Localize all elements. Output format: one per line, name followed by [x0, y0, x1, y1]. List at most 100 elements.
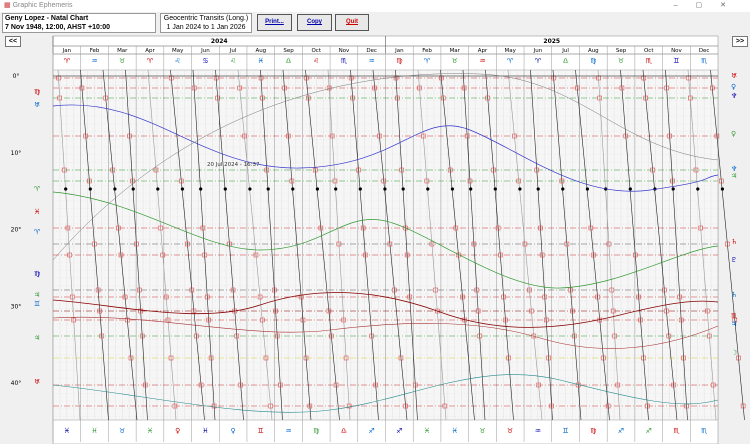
chart-info: Geny Lopez - Natal Chart 7 Nov 1948, 12:…	[2, 13, 156, 33]
degree-label: 40°	[11, 380, 22, 387]
transit-line	[530, 69, 553, 421]
top-glyph: ♎	[285, 57, 291, 65]
aspect-marker	[83, 133, 89, 139]
aspect-marker	[341, 317, 346, 323]
month-label: Sep	[283, 48, 294, 54]
aspect-marker	[343, 355, 349, 361]
transit-line	[462, 69, 486, 421]
aspect-marker	[318, 225, 324, 231]
back-button[interactable]: <<	[5, 36, 21, 47]
bottom-glyph: ♍	[590, 427, 597, 435]
left-glyph: ♊	[34, 300, 40, 308]
forward-button[interactable]: >>	[732, 36, 748, 47]
aspect-marker	[732, 317, 738, 323]
print-button[interactable]: Print...	[257, 14, 292, 31]
month-label: Jan	[62, 48, 72, 54]
transit-line	[665, 69, 688, 421]
aspect-marker	[329, 333, 334, 339]
window-controls[interactable]: –▢✕	[673, 2, 744, 9]
planet-curve	[52, 374, 719, 413]
right-glyph: ♃	[731, 172, 737, 180]
year-label: 2025	[543, 38, 560, 45]
aspect-marker	[381, 178, 387, 184]
bottom-glyph: ♀	[175, 427, 180, 435]
aspect-marker	[527, 287, 532, 293]
bottom-glyph: ♏	[673, 427, 680, 435]
window-title: Graphic Ephemeris	[12, 2, 73, 9]
right-glyph: ♆	[731, 165, 737, 173]
left-glyph: ♍	[34, 270, 41, 278]
transit-line	[372, 69, 408, 421]
aspect-marker	[230, 287, 236, 293]
station-dot	[266, 187, 270, 191]
bottom-glyph: ♍	[313, 427, 320, 435]
aspect-marker	[609, 287, 615, 293]
aspect-marker	[501, 294, 506, 300]
transit-line	[575, 69, 610, 421]
right-glyph: ♅	[731, 72, 737, 80]
transit-line	[395, 69, 418, 421]
aspect-marker	[329, 133, 335, 139]
aspect-marker	[670, 178, 675, 184]
aspect-marker	[664, 85, 669, 91]
transit-line	[507, 69, 543, 421]
aspect-marker	[194, 333, 199, 339]
top-glyph: ♉	[452, 57, 458, 65]
aspect-marker	[543, 317, 549, 323]
aspect-marker	[79, 85, 85, 91]
aspect-marker	[546, 355, 551, 361]
right-glyph: ♃	[731, 320, 737, 328]
aspect-marker	[260, 317, 265, 323]
transit-line	[170, 69, 205, 421]
aspect-marker	[92, 241, 97, 247]
aspect-marker	[165, 317, 171, 323]
aspect-marker	[373, 382, 378, 388]
aspect-marker	[387, 241, 393, 247]
bottom-glyph: ♓	[147, 427, 153, 435]
bottom-glyph: ♊	[562, 427, 568, 435]
top-glyph: ♏	[701, 57, 708, 65]
labels: 2024 2025 Jan Feb Mar Apr May Jun Jul Aug Sep Oct No…	[11, 38, 738, 435]
station-dot	[696, 187, 700, 191]
station-dot	[671, 187, 675, 191]
title-bar: ▦ Graphic Ephemeris –▢✕	[0, 0, 750, 12]
copy-button[interactable]: Copy	[297, 14, 332, 31]
aspect-marker	[538, 225, 543, 231]
aspect-marker	[260, 95, 265, 101]
transit-line	[620, 69, 649, 421]
station-dot	[383, 187, 387, 191]
month-label: Jun	[533, 48, 543, 54]
station-dot	[291, 187, 295, 191]
aspect-marker	[399, 167, 405, 173]
aspect-marker	[350, 95, 355, 101]
left-glyph: ♅	[34, 378, 40, 386]
degree-label: 0°	[13, 73, 20, 80]
aspect-marker	[206, 317, 211, 323]
station-dot	[469, 187, 473, 191]
aspect-marker	[274, 333, 280, 339]
planet-curve	[52, 191, 719, 289]
bottom-glyph: ♓	[424, 427, 430, 435]
aspect-marker	[198, 382, 204, 388]
station-dot	[450, 187, 454, 191]
cursor-label: 20 Jul 2024 - 16:37	[207, 162, 260, 168]
station-dot	[223, 187, 227, 191]
aspect-marker	[257, 294, 263, 300]
right-glyph: ♏	[731, 312, 738, 320]
aspect-marker	[110, 167, 115, 173]
aspect-marker	[536, 382, 541, 388]
month-label: Aug	[255, 48, 266, 54]
aspect-marker	[442, 403, 448, 409]
aspect-marker	[736, 355, 741, 361]
aspect-marker	[191, 85, 197, 91]
aspect-marker	[570, 308, 575, 314]
station-dot	[536, 187, 540, 191]
quit-button[interactable]: Quit	[335, 14, 369, 31]
aspect-marker	[234, 333, 240, 339]
aspect-marker	[516, 178, 522, 184]
left-glyph: ♈	[34, 228, 41, 236]
bottom-glyph: ♓	[64, 427, 70, 435]
degree-label: 20°	[11, 227, 22, 234]
left-glyph: ♈	[34, 185, 41, 193]
aspect-marker	[179, 178, 184, 184]
